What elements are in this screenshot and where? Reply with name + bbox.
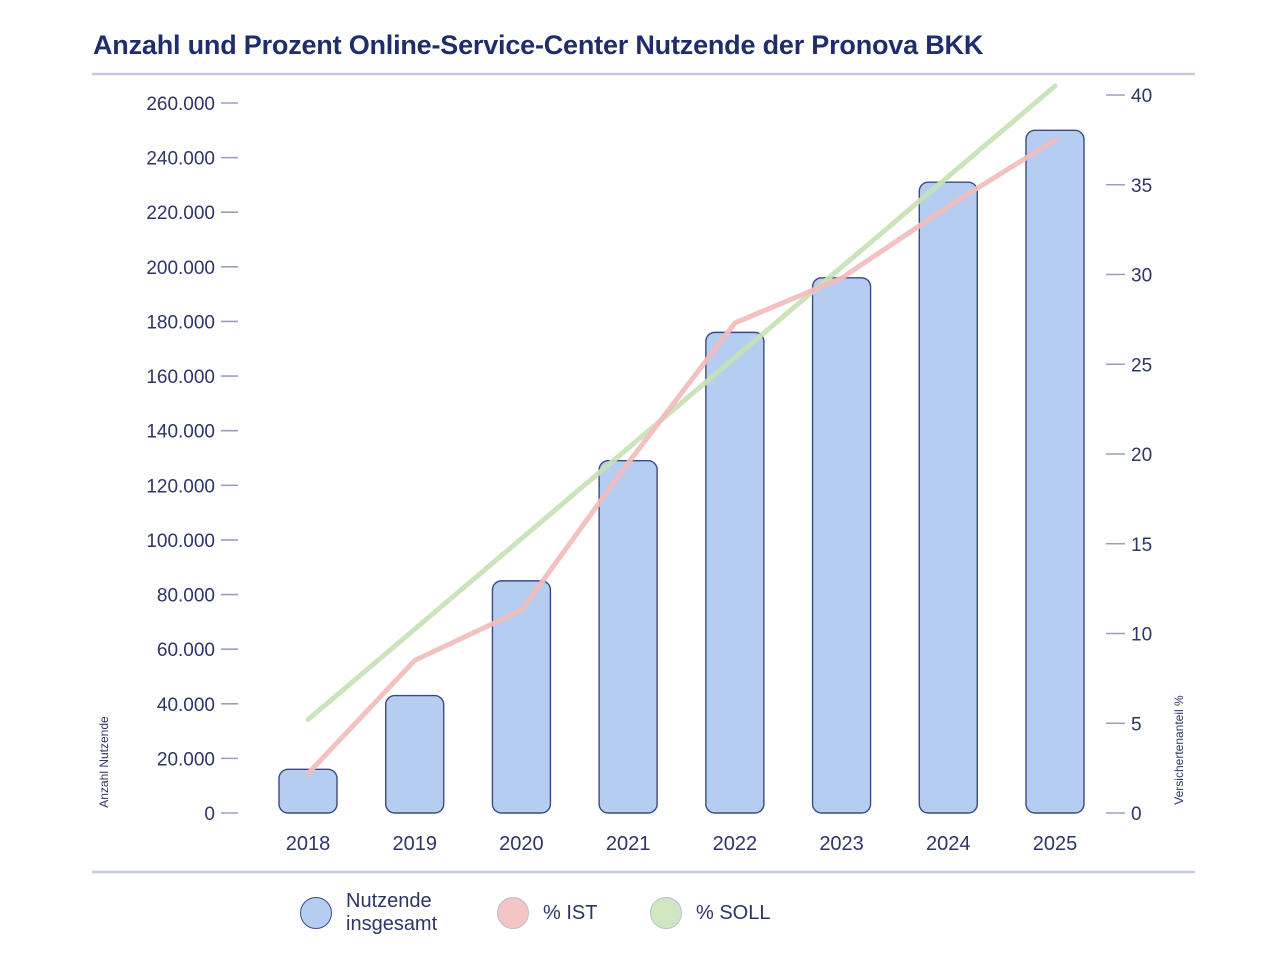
y-tick-label-left: 200.000	[146, 258, 215, 279]
legend-swatch-ist	[497, 897, 529, 929]
x-tick-label: 2023	[819, 833, 864, 855]
x-tick-label: 2022	[713, 833, 758, 855]
x-tick-label: 2018	[286, 833, 331, 855]
y-axis-left: 0 20.000 40.000 60.000 80.000 100.000 120.000 1…	[146, 94, 238, 825]
bar-2019	[385, 694, 445, 814]
y-tick-label-left: 140.000	[146, 422, 215, 443]
bar-2024	[918, 181, 978, 814]
x-tick-label: 2024	[926, 833, 971, 855]
y-axis-right: 0 5 10 15 20 25 30 35 40	[1106, 86, 1152, 825]
x-tick-label: 2019	[392, 833, 437, 855]
legend-label-nutzende: Nutzende insgesamt	[346, 890, 438, 935]
legend-swatch-soll	[650, 897, 682, 929]
x-tick-label: 2020	[499, 833, 544, 855]
y-tick-label-right: 25	[1131, 355, 1152, 376]
bar-2025	[1025, 129, 1085, 814]
line-series	[305, 83, 1058, 777]
chart-rules	[92, 72, 1195, 874]
legend-item-ist: % IST	[497, 888, 597, 938]
y-tick-label-left: 260.000	[146, 94, 215, 115]
bar-2021	[598, 460, 658, 814]
x-tick-label: 2025	[1033, 833, 1078, 855]
bar-2020	[491, 580, 552, 814]
x-tick-label: 2021	[606, 833, 651, 855]
y-tick-label-right: 15	[1131, 535, 1152, 556]
legend-item-nutzende: Nutzende insgesamt	[300, 888, 466, 938]
y-tick-label-left: 100.000	[146, 531, 215, 552]
y-tick-label-left: 80.000	[157, 586, 215, 607]
line-soll	[305, 83, 1058, 723]
y-tick-label-right: 20	[1131, 445, 1152, 466]
y-tick-label-right: 30	[1131, 266, 1152, 287]
y-tick-label-left: 120.000	[146, 476, 215, 497]
line-ist	[305, 137, 1058, 777]
y-tick-label-left: 0	[204, 804, 215, 825]
chart-title: Anzahl und Prozent Online-Service-Center…	[93, 30, 984, 60]
legend-label-soll: % SOLL	[696, 901, 771, 924]
y-tick-label-right: 5	[1131, 714, 1142, 735]
y-axis-title-left: Anzahl Nutzende	[97, 716, 111, 808]
bar-2023	[811, 277, 872, 814]
y-tick-label-right: 35	[1131, 176, 1152, 197]
bar-2022	[705, 331, 765, 814]
y-tick-label-left: 20.000	[157, 749, 215, 770]
y-tick-label-left: 240.000	[146, 149, 215, 170]
bar-2018	[278, 768, 338, 814]
legend-swatch-nutzende	[300, 897, 332, 929]
y-tick-label-right: 0	[1131, 804, 1142, 825]
y-tick-label-right: 10	[1131, 625, 1152, 646]
y-tick-label-left: 160.000	[146, 367, 215, 388]
y-tick-label-right: 40	[1131, 86, 1152, 107]
y-tick-label-left: 40.000	[157, 695, 215, 716]
x-axis: 2018 2019 2020 2021 2022 2023 2024 2025	[286, 833, 1078, 855]
y-tick-label-left: 180.000	[146, 312, 215, 333]
y-tick-label-left: 60.000	[157, 640, 215, 661]
axis-titles: Anzahl Nutzende Versichertenanteil %	[97, 695, 1186, 808]
bar-series	[278, 129, 1085, 814]
legend-label-ist: % IST	[543, 901, 598, 924]
y-axis-title-right: Versichertenanteil %	[1172, 695, 1186, 805]
legend-item-soll: % SOLL	[650, 888, 770, 938]
y-tick-label-left: 220.000	[146, 203, 215, 224]
